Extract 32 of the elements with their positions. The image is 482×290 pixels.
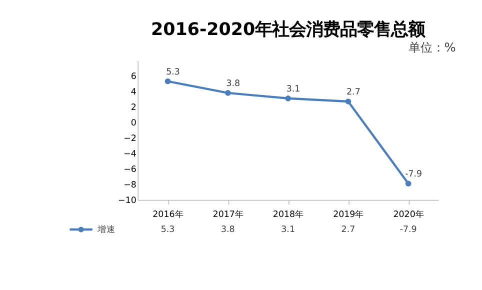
y-tick-label: −2: [124, 134, 136, 144]
data-label: -7.9: [400, 225, 417, 236]
y-tick-label: 6: [130, 72, 136, 82]
y-tick-label: −6: [124, 164, 136, 175]
x-tick-label: 2020年: [393, 208, 424, 220]
data-label: 5.3: [160, 225, 175, 236]
annotation: 2.7: [346, 88, 360, 98]
annotation: -7.9: [405, 170, 422, 180]
data-label: 3.8: [221, 225, 235, 236]
x-tick-label: 2018年: [272, 208, 304, 220]
legend-label: 增速: [96, 224, 116, 236]
annotation: 5.3: [166, 67, 180, 78]
annotation: 3.1: [286, 84, 300, 94]
y-tick-label: 2: [130, 102, 136, 113]
x-tick-label: 2017年: [212, 208, 244, 220]
y-tick-label: 4: [130, 87, 137, 98]
y-tick-label: −4: [124, 149, 137, 160]
x-tick-label: 2016年: [152, 208, 184, 220]
point: [405, 180, 412, 187]
y-tick-label: −10: [118, 196, 136, 206]
chart-title: 2016-2020年社会消费品零售总额: [150, 20, 426, 40]
annotation: 3.8: [226, 78, 240, 89]
point: [164, 78, 171, 84]
text: 单位：%: [408, 40, 456, 55]
point: [225, 90, 231, 96]
point: [285, 95, 291, 102]
y-tick-label: −8: [124, 180, 136, 190]
y-tick-label: 0: [130, 118, 136, 128]
x-tick-label: 2019年: [333, 208, 364, 220]
data-label: 3.1: [281, 225, 295, 236]
data-label: 2.7: [341, 225, 356, 236]
point: [345, 98, 352, 104]
